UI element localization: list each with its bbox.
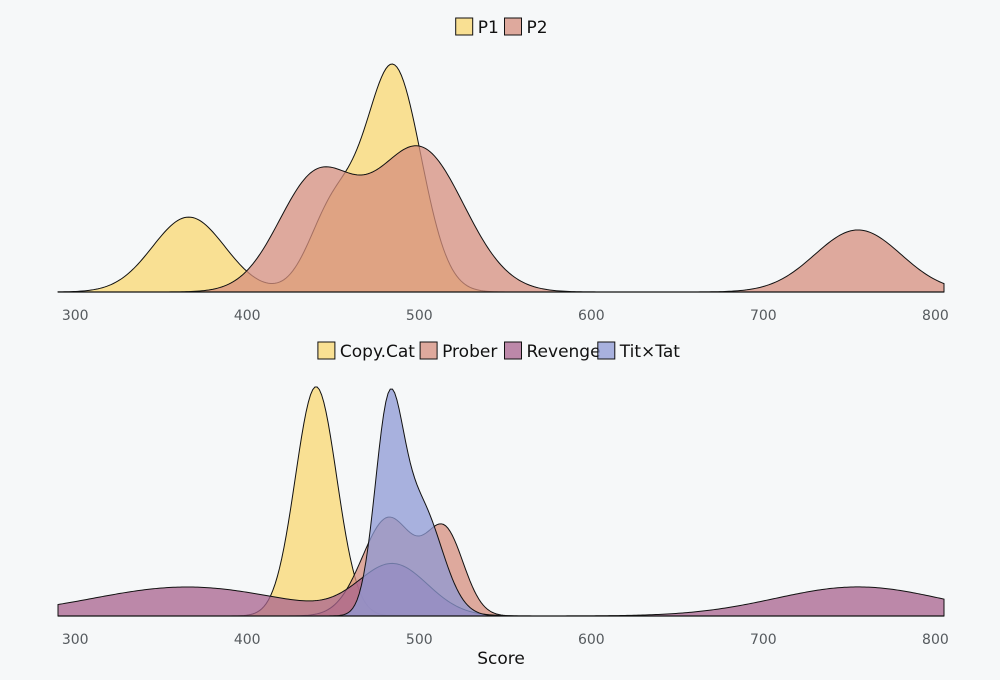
legend-label: Copy.Cat [340,342,415,362]
x-axis-title: Score [477,649,525,669]
x-tick-label: 700 [750,632,777,648]
legend-item: Prober [419,341,497,362]
x-axis-ticks: 300 400 500 600 700 800 [62,308,949,324]
x-tick-label: 300 [62,632,89,648]
x-tick-label: 600 [578,308,605,324]
x-tick-label: 500 [406,632,433,648]
legend-swatch [597,341,616,360]
x-tick-label: 300 [62,308,89,324]
legend-item: P2 [504,17,548,38]
x-tick-label: 800 [922,632,949,648]
legend-strategies: Copy.Cat Prober Revenge Tit×Tat [317,341,680,362]
legend-label: P2 [527,18,548,38]
legend-players: P1 P2 [455,17,548,38]
panel-players: P1 P2 300 400 500 600 700 800 [57,17,949,324]
x-tick-label: 700 [750,308,777,324]
legend-label: P1 [478,18,499,38]
legend-item: P1 [455,17,499,38]
panel-strategies: Copy.Cat Prober Revenge Tit×Tat 300 400 500 60… [57,341,949,648]
legend-swatch [504,341,522,360]
legend-swatch [419,341,438,360]
x-tick-label: 400 [234,308,261,324]
legend-item: Revenge [504,341,601,362]
legend-item: Copy.Cat [317,341,415,362]
legend-label: Tit×Tat [619,342,680,362]
legend-swatch [317,341,336,360]
x-axis-ticks: 300 400 500 600 700 800 [62,632,949,648]
legend-swatch [504,17,522,36]
x-tick-label: 600 [578,632,605,648]
legend-swatch [455,17,474,36]
density-area-p2 [58,145,945,293]
x-tick-label: 800 [922,308,949,324]
legend-label: Revenge [527,342,601,362]
x-tick-label: 500 [406,308,433,324]
x-tick-label: 400 [234,632,261,648]
legend-label: Prober [442,342,497,362]
legend-item: Tit×Tat [597,341,680,362]
